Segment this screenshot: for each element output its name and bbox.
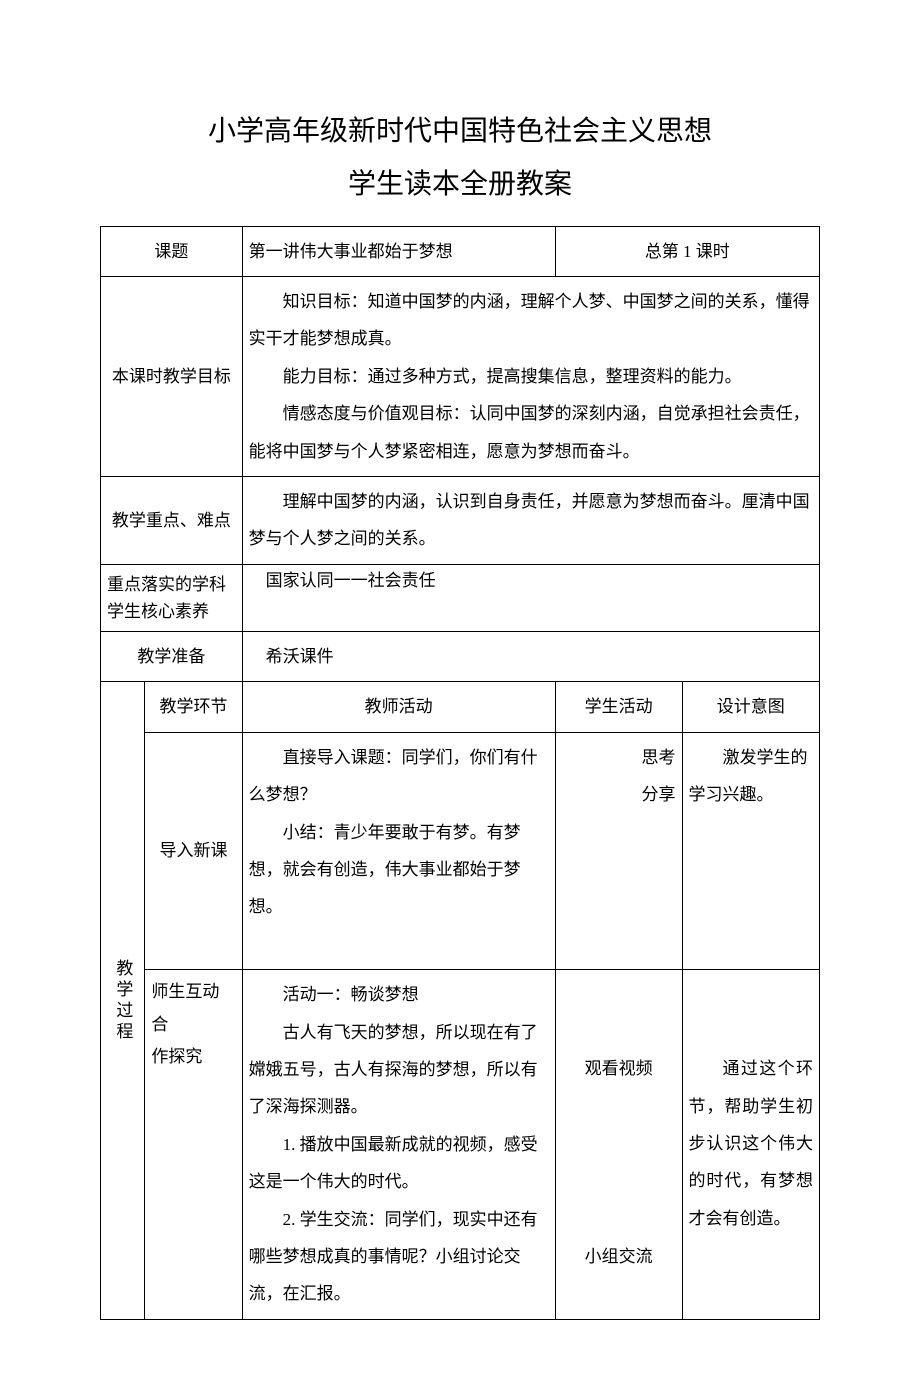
label-keypoint: 教学重点、难点	[101, 476, 243, 564]
cell-goal: 知识目标：知道中国梦的内涵，理解个人梦、中国梦之间的关系，懂得实干才能梦想成真。…	[242, 276, 819, 476]
intent-int-text: 通过这个环节，帮助学生初步认识这个伟大的时代，有梦想才会有创造。	[689, 1050, 813, 1237]
teacher-intro-p2: 小结：青少年要敢于有梦。有梦想，就会有创造，伟大事业都始于梦想。	[249, 814, 549, 926]
student-int-l1: 观看视频	[562, 1050, 676, 1087]
cell-keypoint: 理解中国梦的内涵，认识到自身责任，并愿意为梦想而奋斗。厘清中国梦与个人梦之间的关…	[242, 476, 819, 564]
teacher-int-p3: 1. 播放中国最新成就的视频，感受这是一个伟大的时代。	[249, 1126, 549, 1201]
goal-p2: 能力目标：通过多种方式，提高搜集信息，整理资料的能力。	[249, 358, 813, 395]
label-keti: 课题	[101, 226, 243, 276]
intent-interact: 通过这个环节，帮助学生初步认识这个伟大的时代，有梦想才会有创造。	[682, 970, 819, 1320]
stage-interact: 师生互动合 作探究	[145, 970, 242, 1320]
cell-keshi: 总第 1 课时	[555, 226, 819, 276]
intent-intro-text: 激发学生的学习兴趣。	[689, 739, 813, 814]
teacher-interact: 活动一：畅谈梦想 古人有飞天的梦想，所以现在有了嫦娥五号，古人有探海的梦想，所以…	[242, 970, 555, 1320]
label-core-l2: 学生核心素养	[107, 602, 209, 621]
student-intro-l1: 思考	[562, 739, 676, 776]
teacher-int-p1: 活动一：畅谈梦想	[249, 976, 549, 1013]
label-core: 重点落实的学科 学生核心素养	[101, 564, 243, 631]
stage-interact-l2: 作探究	[151, 1047, 202, 1066]
stage-intro: 导入新课	[145, 732, 242, 969]
label-prep: 教学准备	[101, 632, 243, 682]
label-goal: 本课时教学目标	[101, 276, 243, 476]
hdr-stage: 教学环节	[145, 682, 242, 732]
student-intro: 思考 分享	[555, 732, 682, 969]
cell-prep: 希沃课件	[242, 632, 819, 682]
lesson-plan-table: 课题 第一讲伟大事业都始于梦想 总第 1 课时 本课时教学目标 知识目标：知道中…	[100, 226, 820, 1320]
goal-p3: 情感态度与价值观目标：认同中国梦的深刻内涵，自觉承担社会责任，能将中国梦与个人梦…	[249, 395, 813, 470]
cell-core: 国家认同一一社会责任	[242, 564, 819, 631]
label-process: 教学过程	[101, 682, 145, 1319]
student-interact: 观看视频 小组交流	[555, 970, 682, 1320]
teacher-intro-p1: 直接导入课题：同学们，你们有什么梦想？	[249, 739, 549, 814]
student-int-l2: 小组交流	[562, 1238, 676, 1275]
doc-title-2: 学生读本全册教案	[100, 163, 820, 208]
teacher-intro: 直接导入课题：同学们，你们有什么梦想？ 小结：青少年要敢于有梦。有梦想，就会有创…	[242, 732, 555, 969]
student-intro-l2: 分享	[562, 776, 676, 813]
intent-intro: 激发学生的学习兴趣。	[682, 732, 819, 969]
hdr-intent: 设计意图	[682, 682, 819, 732]
hdr-teacher: 教师活动	[242, 682, 555, 732]
goal-p1: 知识目标：知道中国梦的内涵，理解个人梦、中国梦之间的关系，懂得实干才能梦想成真。	[249, 283, 813, 358]
hdr-student: 学生活动	[555, 682, 682, 732]
cell-keti-name: 第一讲伟大事业都始于梦想	[242, 226, 555, 276]
label-core-l1: 重点落实的学科	[107, 575, 226, 594]
teacher-int-p2: 古人有飞天的梦想，所以现在有了嫦娥五号，古人有探海的梦想，所以有了深海探测器。	[249, 1014, 549, 1126]
doc-title-1: 小学高年级新时代中国特色社会主义思想	[100, 110, 820, 155]
stage-interact-l1: 师生互动合	[151, 982, 219, 1033]
teacher-int-p4: 2. 学生交流：同学们，现实中还有哪些梦想成真的事情呢？小组讨论交流，在汇报。	[249, 1201, 549, 1313]
